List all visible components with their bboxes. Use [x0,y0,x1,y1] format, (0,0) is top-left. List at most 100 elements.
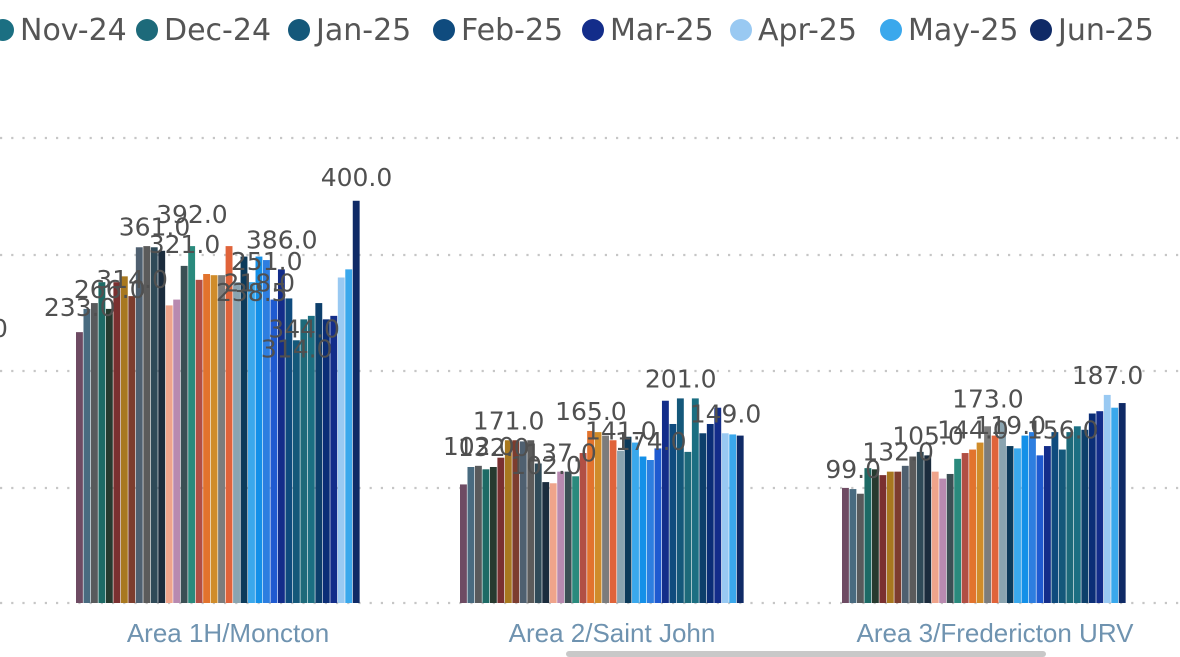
chart-bar[interactable] [954,458,962,603]
chart-bar[interactable] [158,250,166,603]
chart-bar[interactable] [352,200,360,603]
chart-bar[interactable] [1021,435,1029,603]
chart-bar[interactable] [976,442,984,603]
chart-bar[interactable] [647,460,654,603]
legend-item[interactable]: Dec-24 [136,8,271,52]
chart-bar[interactable] [300,319,308,603]
chart-bar[interactable] [871,469,879,603]
chart-bar[interactable] [939,478,947,603]
chart-bar[interactable] [1043,446,1051,603]
chart-bar[interactable] [292,340,300,603]
chart-bar[interactable] [842,487,849,603]
chart-bar[interactable] [579,453,587,603]
chart-bar[interactable] [1096,411,1104,603]
chart-bar[interactable] [210,275,218,603]
chart-bar[interactable] [676,398,684,603]
chart-bar[interactable] [105,308,113,603]
chart-bar[interactable] [482,469,490,603]
chart-bar[interactable] [594,432,602,603]
chart-bar[interactable] [1036,455,1044,603]
chart-bar[interactable] [946,473,954,603]
chart-bar[interactable] [669,423,677,603]
chart-bar[interactable] [654,448,662,603]
horizontal-scrollbar[interactable] [566,651,1046,657]
chart-bar[interactable] [277,269,285,603]
chart-bar[interactable] [721,433,729,603]
chart-bar[interactable] [1088,413,1096,603]
legend-item[interactable]: Mar-25 [582,8,714,52]
chart-bar[interactable] [856,493,864,603]
chart-bar[interactable] [736,435,744,603]
legend-item[interactable]: Nov-24 [0,8,127,52]
legend-item[interactable]: May-25 [880,8,1019,52]
chart-bar[interactable] [255,256,263,603]
chart-bar[interactable] [1058,449,1066,603]
chart-bar[interactable] [931,471,939,603]
chart-bar[interactable] [542,482,550,603]
chart-bar[interactable] [572,476,580,603]
chart-bar[interactable] [120,276,128,603]
chart-bar[interactable] [999,421,1006,603]
chart-bar[interactable] [587,430,595,603]
chart-bar[interactable] [849,489,857,603]
chart-bar[interactable] [240,256,248,603]
chart-bar[interactable] [916,451,924,604]
legend-item[interactable]: Jun-25 [1030,8,1154,52]
chart-bar[interactable] [165,305,173,603]
chart-bar[interactable] [150,247,158,603]
chart-bar[interactable] [1073,426,1081,603]
chart-bar[interactable] [617,450,624,603]
chart-bar[interactable] [699,433,707,603]
chart-bar[interactable] [195,279,203,603]
legend-item[interactable]: Jan-25 [288,8,411,52]
chart-bar[interactable] [706,423,714,603]
chart-bar[interactable] [248,282,255,603]
chart-bar[interactable] [512,440,520,603]
chart-bar[interactable] [894,471,902,603]
chart-bar[interactable] [924,455,932,603]
chart-bar[interactable] [263,260,270,603]
chart-bar[interactable] [128,296,136,603]
chart-bar[interactable] [1014,448,1021,603]
chart-bar[interactable] [564,471,572,603]
chart-bar[interactable] [225,246,233,604]
chart-bar[interactable] [661,400,669,603]
chart-bar[interactable] [83,308,91,603]
chart-bar[interactable] [691,398,699,603]
chart-bar[interactable] [218,275,225,603]
chart-bar[interactable] [1066,432,1074,603]
chart-bar[interactable] [609,440,617,603]
chart-bar[interactable] [632,442,639,603]
chart-bar[interactable] [143,246,151,604]
chart-bar[interactable] [322,319,330,603]
chart-bar[interactable] [135,247,143,603]
chart-bar[interactable] [188,246,196,604]
chart-bar[interactable] [173,299,181,603]
legend-item[interactable]: Feb-25 [433,8,563,52]
chart-bar[interactable] [1006,446,1014,603]
chart-bar[interactable] [504,440,512,603]
chart-bar[interactable] [113,282,121,603]
chart-bar[interactable] [886,471,894,603]
chart-bar[interactable] [961,453,969,603]
chart-bar[interactable] [1103,394,1111,603]
chart-bar[interactable] [527,440,535,603]
chart-bar[interactable] [909,456,917,603]
chart-bar[interactable] [639,456,647,603]
chart-bar[interactable] [307,315,315,603]
chart-bar[interactable] [879,475,887,604]
chart-bar[interactable] [497,457,505,603]
chart-bar[interactable] [1081,429,1089,603]
chart-bar[interactable] [90,303,98,603]
chart-bar[interactable] [270,299,278,603]
chart-bar[interactable] [474,465,482,603]
legend-item[interactable]: Apr-25 [730,8,857,52]
chart-bar[interactable] [714,407,722,603]
chart-bar[interactable] [76,332,83,603]
chart-bar[interactable] [901,465,909,603]
chart-bar[interactable] [1051,432,1059,603]
chart-bar[interactable] [519,441,527,603]
chart-bar[interactable] [180,265,188,604]
chart-bar[interactable] [984,426,991,603]
chart-bar[interactable] [203,274,211,603]
